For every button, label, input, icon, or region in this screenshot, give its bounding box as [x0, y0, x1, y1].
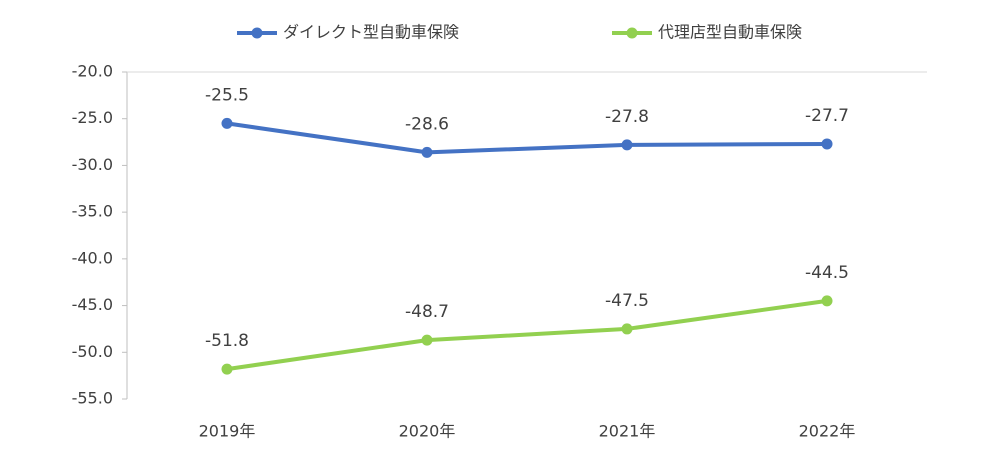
- legend-label: ダイレクト型自動車保険: [283, 23, 459, 42]
- legend-marker: [626, 27, 638, 39]
- data-point: [621, 323, 633, 335]
- data-label: -28.6: [405, 114, 449, 134]
- data-label: -44.5: [805, 263, 849, 283]
- data-label: -48.7: [405, 302, 449, 322]
- y-tick-label: -30.0: [72, 155, 113, 174]
- data-label: -27.7: [805, 106, 849, 126]
- data-point: [821, 295, 833, 307]
- data-point: [221, 363, 233, 375]
- series-line: [226, 298, 828, 372]
- legend-marker: [251, 27, 263, 39]
- y-tick-label: -25.0: [72, 108, 113, 127]
- y-tick-label: -20.0: [72, 62, 113, 81]
- y-tick-label: -35.0: [72, 202, 113, 221]
- data-label: -27.8: [605, 107, 649, 127]
- data-point: [621, 139, 633, 151]
- series-line: [226, 121, 828, 155]
- legend-label: 代理店型自動車保険: [658, 23, 802, 42]
- y-tick-label: -50.0: [72, 342, 113, 361]
- data-point: [421, 334, 433, 346]
- x-tick-label: 2019年: [199, 422, 256, 441]
- x-tick-label: 2021年: [599, 422, 656, 441]
- y-tick-label: -45.0: [72, 295, 113, 314]
- data-point: [821, 138, 833, 150]
- data-label: -25.5: [205, 85, 249, 105]
- y-tick-label: -40.0: [72, 248, 113, 267]
- data-label: -47.5: [605, 291, 649, 311]
- y-tick-label: -55.0: [72, 389, 113, 408]
- x-tick-label: 2020年: [399, 422, 456, 441]
- data-point: [421, 146, 433, 158]
- x-tick-label: 2022年: [799, 422, 856, 441]
- data-point: [221, 117, 233, 129]
- data-label: -51.8: [205, 331, 249, 351]
